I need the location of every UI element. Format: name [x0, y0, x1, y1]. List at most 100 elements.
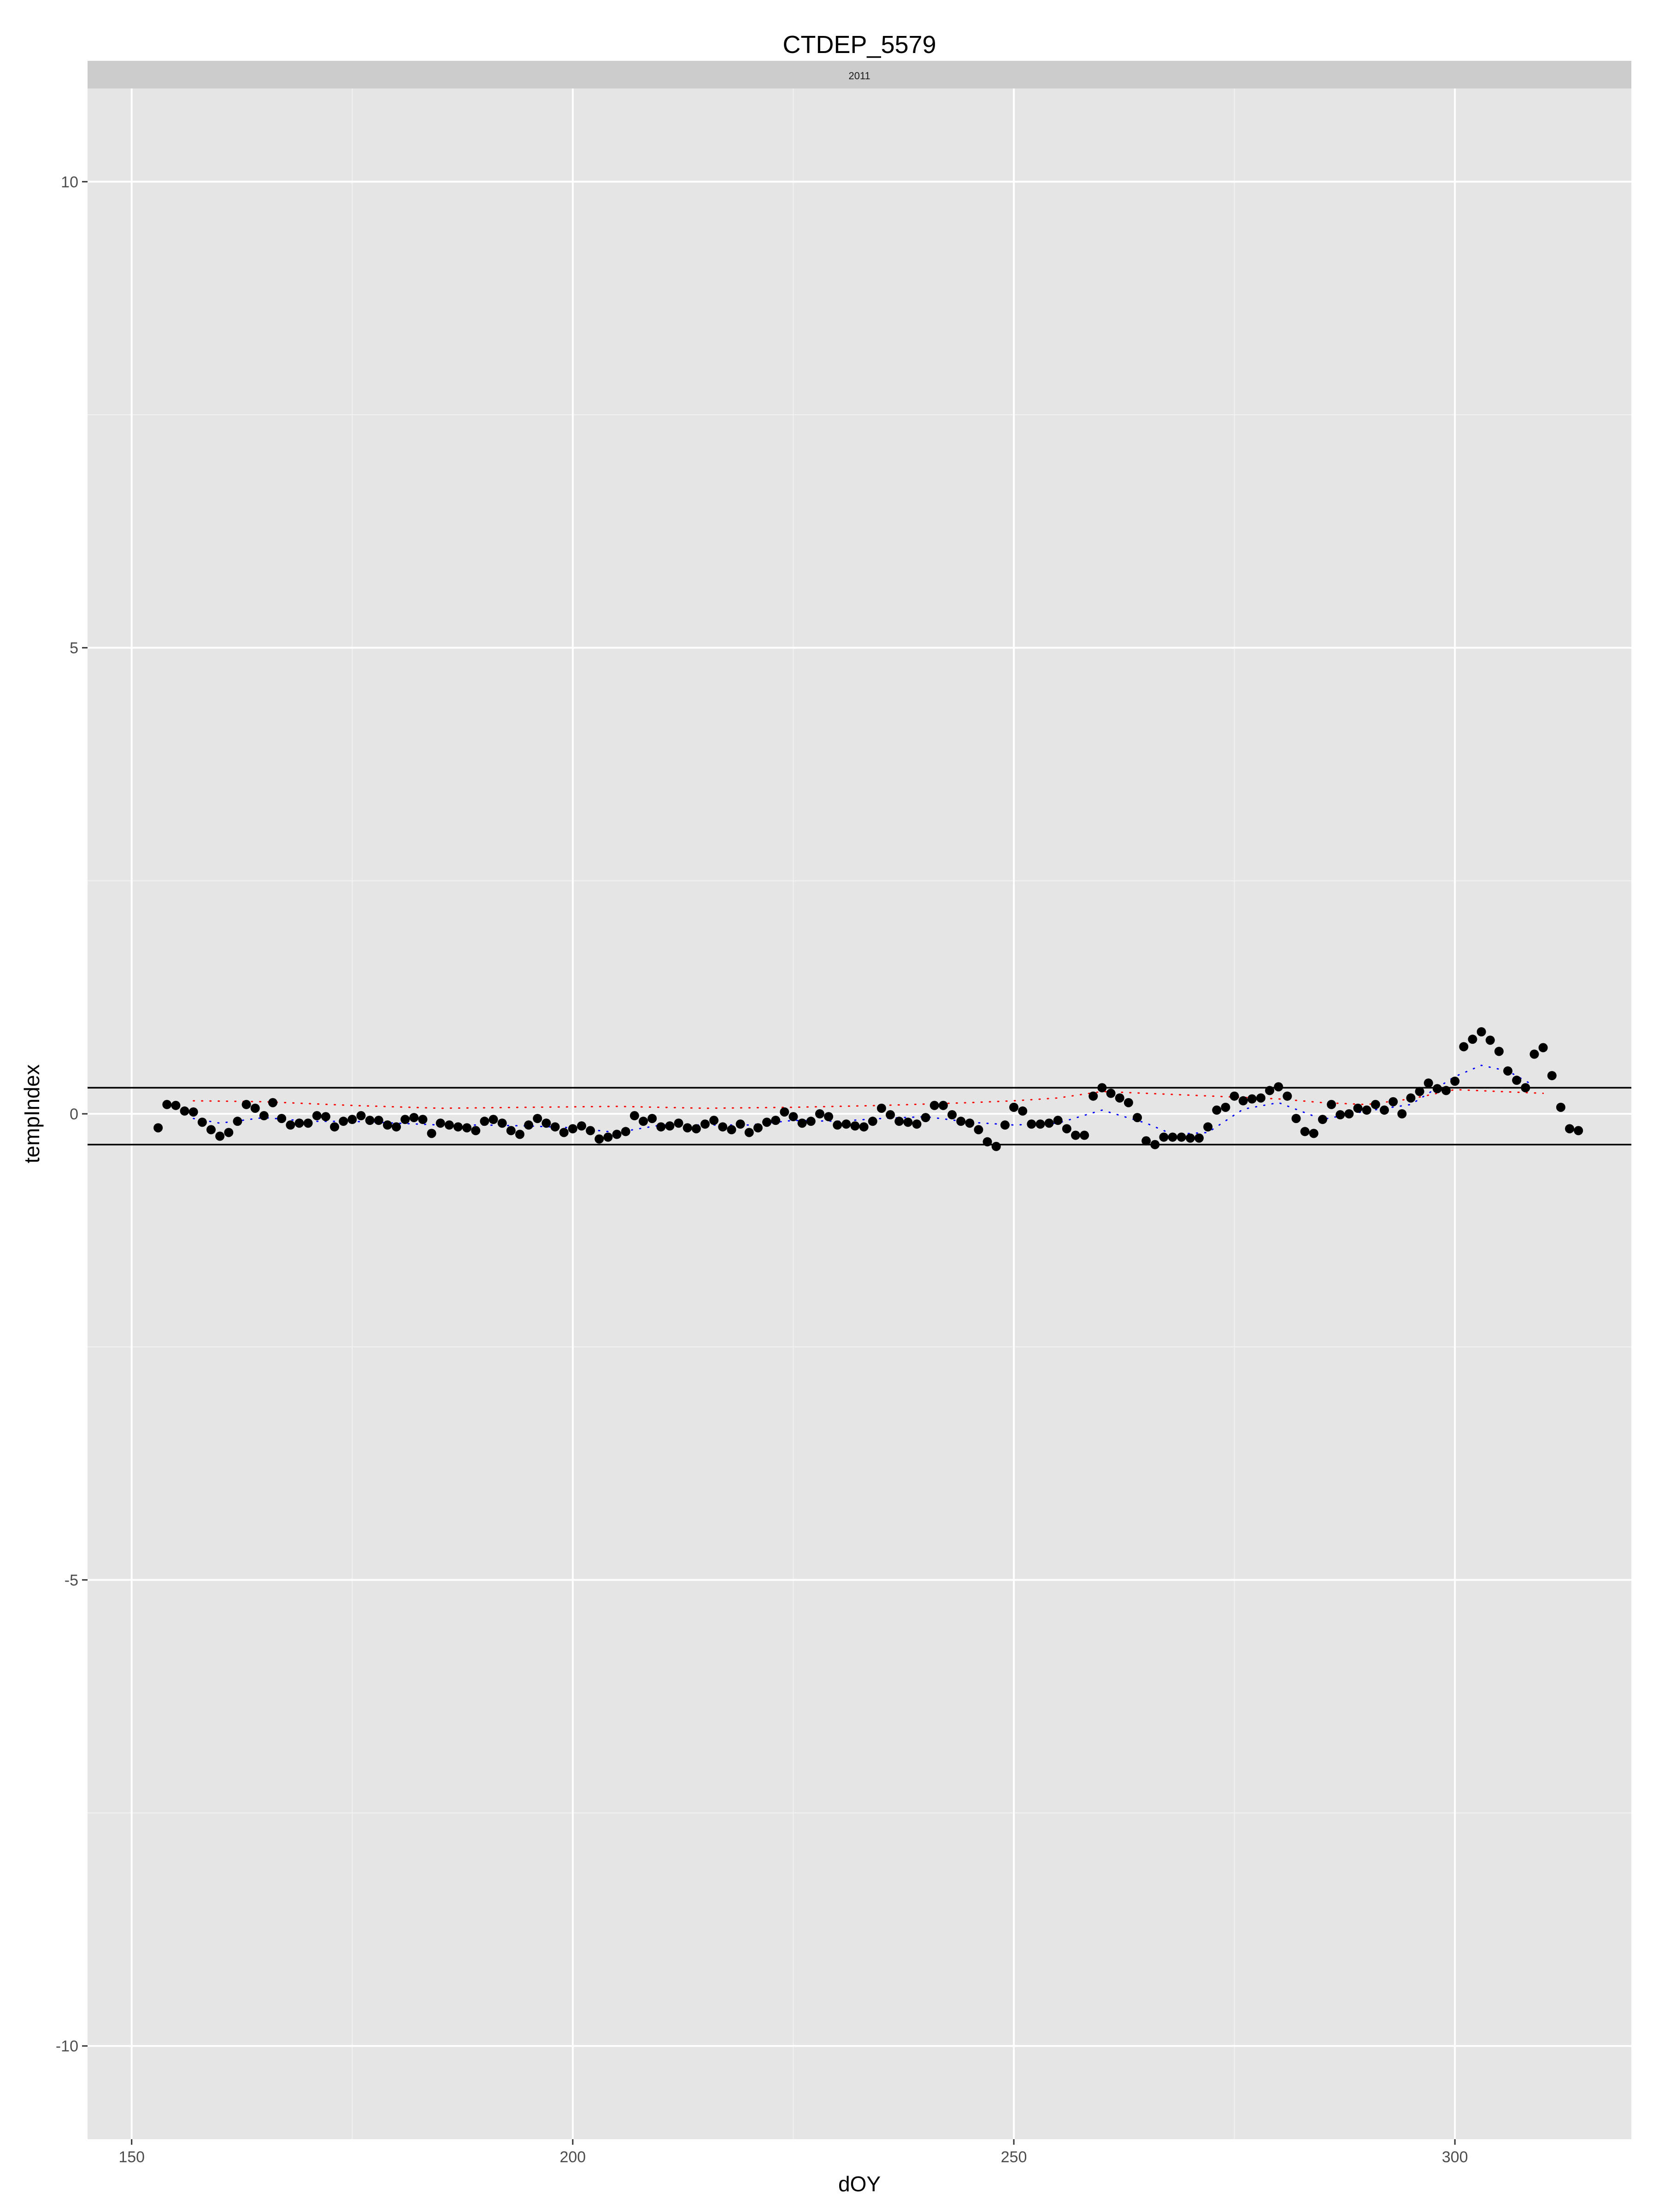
- data-point: [1503, 1066, 1512, 1076]
- data-point: [1035, 1119, 1045, 1129]
- data-point: [991, 1141, 1001, 1151]
- data-point: [188, 1107, 198, 1117]
- data-point: [1291, 1114, 1301, 1124]
- data-point: [1115, 1093, 1124, 1103]
- data-point: [1477, 1027, 1486, 1036]
- data-point: [921, 1113, 930, 1123]
- data-point: [780, 1107, 789, 1117]
- data-point: [515, 1130, 524, 1139]
- data-point: [1309, 1129, 1318, 1138]
- data-point: [1194, 1133, 1204, 1143]
- data-point: [365, 1116, 375, 1125]
- data-point: [1327, 1100, 1336, 1109]
- data-point: [674, 1118, 683, 1128]
- data-point: [180, 1106, 189, 1116]
- data-point: [974, 1125, 983, 1135]
- data-point: [506, 1126, 516, 1135]
- data-point: [497, 1118, 507, 1128]
- data-point: [938, 1100, 948, 1110]
- data-point: [1388, 1097, 1398, 1106]
- data-point: [797, 1118, 807, 1128]
- data-point: [1441, 1086, 1451, 1095]
- data-point: [1406, 1093, 1416, 1103]
- y-tick-label: 10: [61, 173, 78, 191]
- facet-strip: [88, 61, 1631, 88]
- data-point: [1141, 1136, 1151, 1146]
- data-point: [1238, 1096, 1248, 1106]
- data-point: [374, 1116, 383, 1125]
- data-point: [330, 1122, 339, 1132]
- data-point: [788, 1112, 798, 1122]
- data-point: [435, 1118, 445, 1128]
- data-point: [312, 1111, 322, 1121]
- y-axis-title: tempIndex: [20, 1065, 44, 1164]
- y-tick-label: -5: [65, 1571, 78, 1589]
- data-point: [1185, 1133, 1195, 1143]
- data-point: [1274, 1082, 1283, 1092]
- x-tick-label: 150: [118, 2148, 145, 2166]
- data-point: [1353, 1103, 1363, 1113]
- data-point: [524, 1120, 534, 1130]
- data-point: [877, 1103, 886, 1113]
- data-point: [639, 1117, 648, 1126]
- data-point: [1027, 1119, 1036, 1129]
- data-point: [621, 1127, 630, 1136]
- data-point: [965, 1118, 975, 1128]
- data-point: [912, 1119, 922, 1129]
- data-point: [886, 1110, 895, 1120]
- data-point: [1247, 1094, 1257, 1104]
- data-point: [603, 1132, 613, 1142]
- data-point: [656, 1122, 666, 1132]
- data-point: [1168, 1132, 1177, 1142]
- data-point: [1203, 1122, 1213, 1132]
- data-point: [1097, 1083, 1107, 1093]
- data-point: [480, 1117, 489, 1126]
- data-point: [259, 1111, 269, 1121]
- data-point: [1000, 1120, 1010, 1130]
- data-point: [1335, 1110, 1345, 1120]
- data-point: [762, 1118, 771, 1127]
- data-point: [753, 1123, 763, 1133]
- data-point: [859, 1122, 869, 1132]
- data-point: [982, 1137, 992, 1147]
- data-point: [1371, 1100, 1380, 1109]
- major-grid: [88, 88, 1631, 2139]
- data-point: [339, 1117, 348, 1126]
- data-point: [1415, 1087, 1424, 1096]
- data-point: [612, 1130, 622, 1139]
- data-point: [533, 1114, 542, 1124]
- data-point: [568, 1124, 577, 1134]
- data-point: [1088, 1091, 1098, 1101]
- data-point: [1318, 1115, 1327, 1124]
- data-point: [691, 1124, 701, 1134]
- data-point: [321, 1112, 330, 1122]
- data-point: [744, 1128, 754, 1137]
- data-point: [1565, 1124, 1574, 1134]
- y-axis-ticks: -10 -5 0 5 10: [56, 173, 88, 2055]
- data-point: [665, 1121, 675, 1131]
- data-point: [233, 1117, 242, 1126]
- data-point: [559, 1128, 569, 1137]
- data-point: [1018, 1106, 1028, 1116]
- data-point: [1530, 1049, 1539, 1059]
- data-point: [1494, 1047, 1504, 1056]
- data-point: [930, 1100, 939, 1110]
- data-point: [1468, 1035, 1477, 1044]
- data-point: [268, 1098, 277, 1107]
- data-point: [577, 1121, 586, 1131]
- data-point: [1212, 1105, 1222, 1115]
- data-point: [224, 1128, 234, 1137]
- data-point: [462, 1123, 472, 1133]
- data-point: [382, 1120, 392, 1130]
- data-point: [1362, 1105, 1371, 1115]
- data-point: [400, 1115, 410, 1124]
- data-point: [1432, 1084, 1442, 1094]
- data-point: [1265, 1086, 1275, 1095]
- data-point: [709, 1116, 719, 1125]
- data-point: [868, 1117, 877, 1126]
- data-point: [162, 1100, 172, 1109]
- data-point: [903, 1118, 913, 1127]
- data-point: [215, 1131, 225, 1141]
- data-point: [356, 1111, 366, 1121]
- data-point: [824, 1112, 833, 1122]
